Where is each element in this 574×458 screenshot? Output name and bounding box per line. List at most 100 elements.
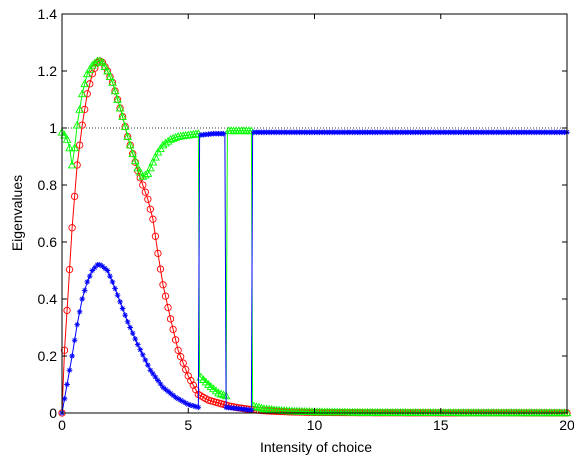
data-point bbox=[62, 134, 72, 143]
data-point bbox=[150, 370, 156, 377]
data-point bbox=[174, 346, 182, 354]
data-point bbox=[132, 336, 139, 342]
data-point bbox=[220, 130, 227, 137]
data-point bbox=[76, 141, 84, 149]
data-point bbox=[179, 359, 187, 367]
data-point bbox=[147, 367, 154, 374]
y-tick-label: 0 bbox=[49, 405, 57, 421]
data-point bbox=[146, 163, 155, 172]
plot-frame bbox=[61, 13, 568, 414]
data-point bbox=[75, 104, 85, 113]
data-point bbox=[142, 357, 149, 363]
data-point bbox=[77, 89, 87, 98]
data-point bbox=[120, 122, 130, 130]
data-point bbox=[151, 152, 160, 161]
data-point bbox=[125, 140, 135, 149]
data-point bbox=[162, 386, 169, 393]
data-point bbox=[72, 120, 82, 129]
y-tick-label: 0.6 bbox=[38, 234, 58, 250]
axes-layer bbox=[61, 13, 568, 414]
data-point bbox=[124, 319, 131, 325]
data-point bbox=[87, 60, 97, 69]
data-point bbox=[195, 404, 202, 411]
data-point bbox=[219, 390, 228, 399]
data-point bbox=[76, 309, 83, 315]
data-point bbox=[161, 138, 170, 147]
data-point bbox=[103, 66, 112, 75]
data-point bbox=[67, 160, 77, 169]
data-point bbox=[171, 336, 180, 344]
data-point bbox=[65, 265, 74, 274]
x-tick-label: 5 bbox=[184, 417, 192, 433]
data-point bbox=[275, 407, 283, 416]
data-point bbox=[70, 143, 79, 152]
y-tick-label: 1 bbox=[49, 120, 57, 136]
data-point bbox=[156, 265, 165, 273]
data-point bbox=[70, 192, 79, 201]
data-point bbox=[145, 362, 151, 368]
data-point bbox=[114, 292, 121, 298]
data-point bbox=[216, 389, 226, 398]
data-point bbox=[86, 273, 93, 279]
data-point bbox=[108, 77, 117, 86]
data-point bbox=[154, 249, 162, 258]
data-point bbox=[166, 315, 175, 323]
data-point bbox=[97, 262, 103, 268]
data-point bbox=[89, 267, 96, 274]
data-point bbox=[133, 163, 143, 172]
data-point bbox=[164, 303, 172, 312]
data-point bbox=[247, 126, 256, 135]
y-tick-label: 0.2 bbox=[38, 348, 58, 364]
data-point bbox=[254, 402, 264, 411]
data-point bbox=[160, 384, 166, 391]
data-point bbox=[129, 330, 136, 336]
data-point bbox=[159, 281, 167, 289]
x-axis-label: Intensity of choice bbox=[260, 439, 372, 455]
data-point bbox=[104, 267, 111, 274]
data-point bbox=[285, 408, 293, 416]
data-point bbox=[152, 374, 159, 380]
data-point bbox=[127, 324, 133, 331]
data-point bbox=[165, 388, 171, 395]
data-point bbox=[82, 69, 92, 78]
data-point bbox=[248, 407, 255, 413]
x-tick-label: 10 bbox=[307, 417, 323, 433]
data-point bbox=[190, 403, 197, 409]
data-point bbox=[182, 400, 189, 406]
data-point bbox=[117, 299, 123, 305]
data-point bbox=[81, 287, 88, 294]
data-point bbox=[130, 156, 140, 165]
data-point bbox=[105, 72, 115, 81]
data-point bbox=[128, 149, 138, 157]
data-point bbox=[562, 408, 572, 417]
data-point bbox=[170, 392, 176, 399]
data-point bbox=[187, 402, 194, 408]
data-point bbox=[63, 306, 71, 315]
data-point bbox=[180, 398, 186, 405]
data-point bbox=[79, 296, 85, 302]
data-point bbox=[177, 397, 184, 403]
data-point bbox=[252, 402, 261, 411]
data-point bbox=[118, 112, 127, 120]
data-point bbox=[249, 401, 259, 410]
data-point bbox=[135, 167, 145, 176]
data-point bbox=[175, 395, 181, 402]
data-point bbox=[182, 365, 190, 374]
data-point bbox=[123, 132, 133, 140]
series-asterisk bbox=[59, 129, 570, 416]
data-point bbox=[119, 305, 126, 312]
y-tick-label: 1.4 bbox=[38, 6, 58, 22]
data-point bbox=[64, 381, 70, 388]
data-point bbox=[98, 57, 107, 66]
y-tick-label: 0.4 bbox=[38, 291, 58, 307]
data-point bbox=[60, 346, 69, 354]
series-line-circle bbox=[61, 60, 568, 414]
y-axis-label: Eigenvalues bbox=[9, 175, 25, 251]
data-point bbox=[60, 130, 69, 139]
data-point bbox=[146, 205, 155, 213]
data-point bbox=[140, 170, 150, 179]
data-point bbox=[193, 129, 203, 138]
data-point bbox=[80, 79, 90, 88]
data-point bbox=[68, 224, 76, 232]
